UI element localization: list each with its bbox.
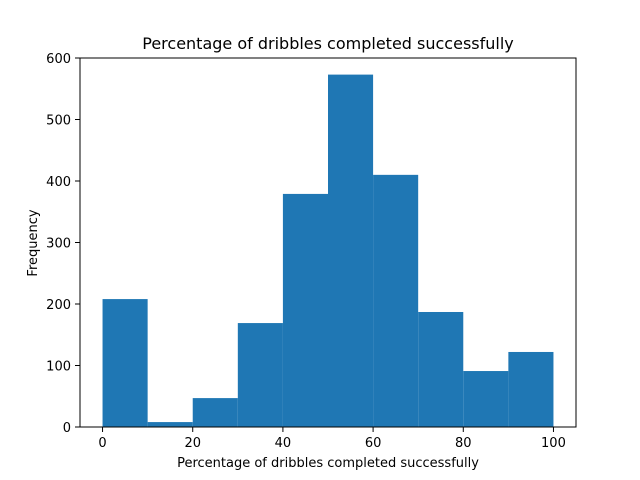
y-tick-label: 500 <box>46 114 71 129</box>
histogram-bar <box>328 74 374 427</box>
histogram-bar <box>237 323 283 427</box>
histogram-bar <box>418 311 464 427</box>
y-tick-label: 300 <box>46 237 71 252</box>
x-tick-label: 0 <box>98 436 106 451</box>
bars-group <box>102 74 554 427</box>
histogram-bar <box>373 174 419 427</box>
x-axis-title: Percentage of dribbles completed success… <box>177 456 479 471</box>
y-tick-label: 200 <box>46 298 71 313</box>
x-tick-label: 40 <box>275 436 292 451</box>
histogram-bar <box>102 299 148 427</box>
x-tick-label: 80 <box>455 436 472 451</box>
x-axis-ticks: 0 20 40 60 80 100 <box>98 427 566 451</box>
y-tick-label: 400 <box>46 175 71 190</box>
histogram-bar <box>508 351 554 427</box>
y-tick-label: 0 <box>63 421 71 436</box>
histogram-bar <box>282 193 328 427</box>
chart-title: Percentage of dribbles completed success… <box>142 34 514 53</box>
plot-frame <box>79 57 577 428</box>
x-tick-label: 100 <box>541 436 566 451</box>
y-axis-title: Frequency <box>26 209 41 276</box>
histogram-bar <box>463 371 509 427</box>
histogram-bar <box>192 398 238 427</box>
y-tick-label: 600 <box>46 52 71 67</box>
histogram-bar <box>147 422 193 427</box>
y-axis-ticks: 0 100 200 300 400 500 600 <box>46 52 80 436</box>
x-tick-label: 20 <box>184 436 201 451</box>
x-tick-label: 60 <box>365 436 382 451</box>
y-tick-label: 100 <box>46 360 71 375</box>
